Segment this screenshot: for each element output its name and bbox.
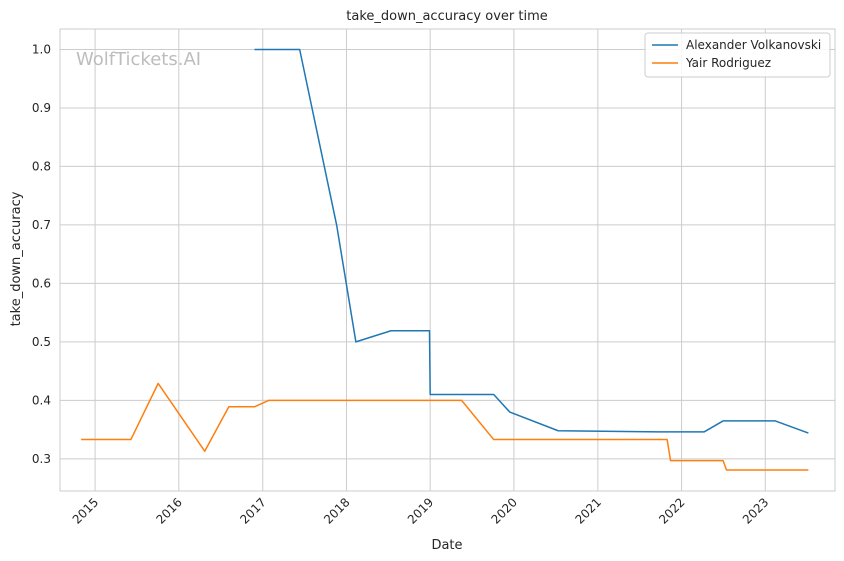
x-tick-label: 2018 [321,495,352,526]
chart-title: take_down_accuracy over time [346,9,547,24]
y-tick-label: 0.7 [32,218,51,232]
y-tick-label: 0.4 [32,393,51,407]
x-axis-ticks: 2015 2016 2017 2018 2019 2020 2021 2022 2023 [70,495,772,526]
y-tick-label: 0.5 [32,335,51,349]
x-tick-label: 2022 [656,495,687,526]
x-tick-label: 2020 [489,495,520,526]
y-tick-label: 0.6 [32,276,51,290]
x-tick-label: 2017 [237,495,268,526]
series-line-yair-rodriguez [81,382,809,471]
x-tick-label: 2019 [405,495,436,526]
plot-frame [59,28,836,492]
watermark: WolfTickets.AI [76,49,201,70]
y-axis-title: take_down_accuracy [9,191,24,326]
x-tick-label: 2016 [153,495,184,526]
legend-box [644,32,831,78]
x-tick-label: 2021 [572,495,603,526]
y-tick-label: 0.3 [32,452,51,466]
y-axis-ticks: 0.3 0.4 0.5 0.6 0.7 0.8 0.9 1.0 [32,42,51,465]
series-lines [81,48,809,471]
legend-label: Alexander Volkanovski [686,38,821,52]
y-tick-label: 0.9 [32,101,51,115]
x-tick-label: 2015 [70,495,101,526]
x-tick-label: 2023 [740,495,771,526]
legend-label: Yair Rodriguez [685,56,771,70]
y-tick-label: 1.0 [32,42,51,56]
legend: Alexander Volkanovski Yair Rodriguez [644,32,831,78]
x-axis-title: Date [431,538,462,553]
y-tick-label: 0.8 [32,159,51,173]
series-line-alexander-volkanovski [254,48,809,434]
plot-area: WolfTickets.AI [59,28,836,492]
